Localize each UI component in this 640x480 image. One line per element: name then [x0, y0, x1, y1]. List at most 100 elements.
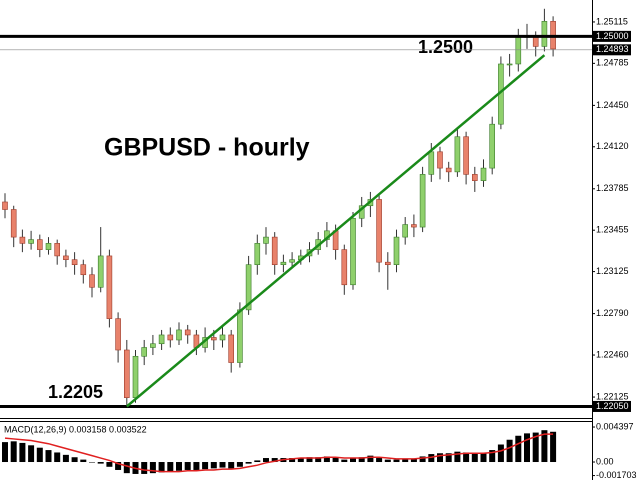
- candle-body: [150, 343, 156, 348]
- macd-bar: [358, 457, 365, 463]
- macd-bar: [210, 462, 217, 469]
- candle-body: [393, 236, 400, 265]
- candle-body: [289, 259, 295, 263]
- level-label: 1.2500: [418, 37, 473, 57]
- level-axis-box: [593, 30, 631, 42]
- candle-body: [341, 249, 348, 286]
- candle-body: [80, 264, 87, 276]
- overlay-layer: 1.25000 1.2500 1.22050 1.2205 1.24893: [0, 30, 631, 473]
- macd-bar: [10, 441, 17, 463]
- macd-bar: [315, 457, 322, 463]
- indicator-title: MACD(12,26,9) 0.003158 0.003522: [4, 424, 147, 434]
- level-axis-box: [593, 400, 631, 412]
- macd-bar: [219, 462, 226, 468]
- candle-body: [45, 243, 52, 250]
- macd-bar: [193, 462, 200, 470]
- macd-bar: [245, 462, 252, 464]
- candle-body: [141, 347, 147, 357]
- macd-bar: [289, 458, 296, 463]
- candle-body: [211, 337, 217, 341]
- y-tick-label: 1.22125: [596, 391, 629, 401]
- candle-body: [480, 167, 487, 181]
- macd-bar: [393, 459, 400, 463]
- y-tick-label: 1.23125: [596, 266, 629, 276]
- macd-bar: [45, 450, 52, 463]
- macd-bar: [19, 442, 26, 463]
- macd-bar: [184, 462, 191, 470]
- macd-bar: [480, 453, 487, 463]
- macd-bar: [80, 459, 87, 463]
- macd-bar: [550, 431, 557, 463]
- current-price-box: [593, 44, 631, 56]
- macd-bar: [323, 456, 330, 463]
- macd-bar: [228, 462, 235, 469]
- candle-body: [132, 355, 139, 398]
- macd-bar: [402, 458, 409, 463]
- macd-bar: [36, 447, 43, 463]
- candle-body: [167, 334, 174, 341]
- candle-body: [124, 349, 130, 398]
- candle-body: [280, 261, 287, 265]
- macd-bar: [463, 452, 470, 463]
- macd-bar: [410, 458, 417, 463]
- candle-body: [97, 255, 104, 288]
- candle-body: [419, 174, 426, 228]
- candle-body: [54, 243, 61, 257]
- macd-bar: [28, 445, 35, 463]
- candle-body: [515, 36, 522, 65]
- candle-body: [219, 334, 226, 341]
- y-tick-label: 1.23455: [596, 225, 629, 235]
- macd-bar: [54, 452, 61, 463]
- chart-title: GBPUSD - hourly: [104, 134, 310, 162]
- level-axis-label: 1.22050: [596, 401, 629, 411]
- macd-bar: [62, 454, 69, 463]
- candle-body: [237, 309, 243, 363]
- candle-body: [36, 239, 43, 250]
- macd-bar: [532, 432, 539, 463]
- candle-body: [176, 329, 182, 341]
- candle-body: [445, 167, 452, 173]
- macd-bar: [384, 459, 391, 463]
- macd-bar: [489, 450, 496, 463]
- macd-bar: [106, 462, 113, 467]
- macd-bar: [376, 458, 383, 463]
- candle-body: [106, 255, 113, 319]
- macd-bar: [515, 435, 522, 463]
- y-tick-label: 1.24450: [596, 100, 629, 110]
- macd-bar: [167, 462, 174, 472]
- candle-body: [471, 174, 478, 181]
- y-tick-label: 0.00: [596, 456, 614, 466]
- candle-body: [254, 243, 261, 265]
- macd-bar: [149, 462, 156, 474]
- y-tick-label: 1.22460: [596, 349, 629, 359]
- candle-body: [454, 136, 461, 173]
- candle-body: [28, 239, 34, 244]
- macd-bar: [141, 462, 148, 474]
- macd-bar: [89, 462, 95, 463]
- macd-bar: [123, 462, 130, 474]
- macd-bar: [437, 453, 443, 463]
- macd-bar: [271, 458, 278, 463]
- candle-body: [63, 255, 69, 260]
- macd-bar: [445, 453, 452, 463]
- candle-body: [541, 21, 548, 47]
- candle-body: [428, 151, 435, 175]
- macd-bar: [202, 462, 209, 470]
- macd-bar: [454, 451, 461, 463]
- macd-bar: [306, 457, 313, 463]
- macd-bar: [71, 457, 78, 463]
- candle-body: [71, 259, 78, 265]
- y-tick-label: 1.22790: [596, 308, 629, 318]
- candle-body: [19, 236, 26, 244]
- candle-body: [271, 236, 278, 265]
- candle-body: [158, 334, 165, 345]
- candle-body: [2, 201, 8, 210]
- y-tick-label: -0.001703: [596, 470, 637, 480]
- candle-body: [228, 334, 234, 363]
- macd-bar: [158, 462, 165, 473]
- macd-bar: [419, 456, 426, 463]
- trendline: [125, 54, 546, 408]
- y-tick-label: 1.23785: [596, 183, 629, 193]
- macd-bar: [2, 442, 8, 463]
